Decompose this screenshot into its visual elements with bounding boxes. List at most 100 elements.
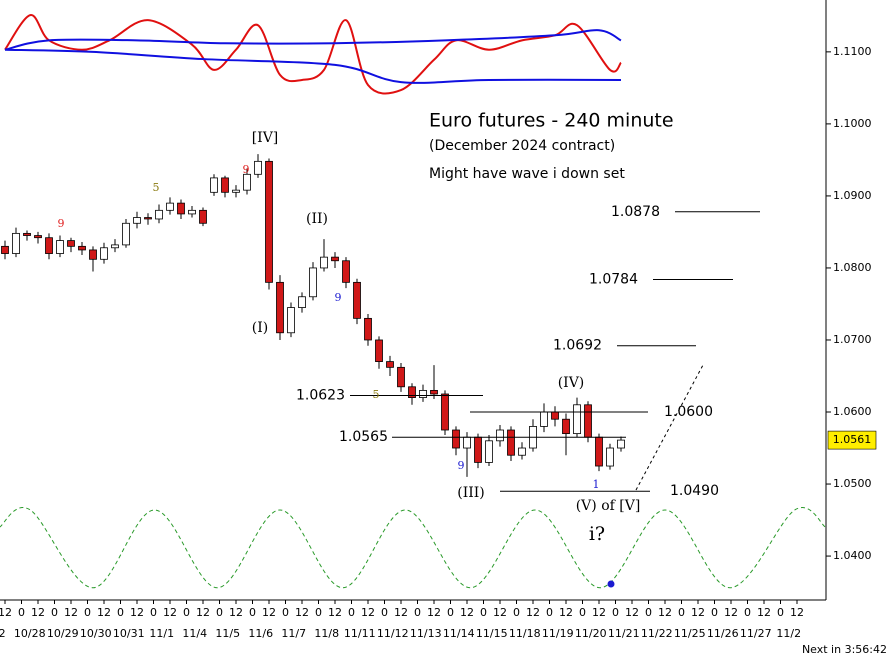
candle-body xyxy=(573,404,581,435)
indicator-line xyxy=(4,29,622,51)
x-hour-label: 12 xyxy=(427,606,441,619)
cycle-marker xyxy=(607,580,615,588)
candle-body xyxy=(452,429,460,449)
x-hour-label: 0 xyxy=(51,606,58,619)
level-label: 1.0600 xyxy=(664,404,713,420)
x-date-label: 11/12 xyxy=(377,627,409,640)
candle-body xyxy=(276,281,284,334)
level-label: 1.0784 xyxy=(589,271,638,287)
candle-body xyxy=(144,217,152,220)
wave-label: (I) xyxy=(252,320,268,336)
x-date-label: 10/31 xyxy=(113,627,145,640)
candle-body xyxy=(166,202,174,211)
wave-label: 5 xyxy=(373,388,380,401)
x-hour-label: 12 xyxy=(262,606,276,619)
x-hour-label: 12 xyxy=(460,606,474,619)
x-date-label: 11/14 xyxy=(443,627,475,640)
wave-label: (V) of [V] xyxy=(576,498,641,514)
x-date-label: 11/26 xyxy=(707,627,739,640)
candle-body xyxy=(199,209,207,224)
candle-body xyxy=(342,260,350,283)
candle-body xyxy=(89,249,97,260)
x-hour-label: 12 xyxy=(526,606,540,619)
x-date-label: 0/2 xyxy=(0,627,6,640)
candle-body xyxy=(287,307,295,334)
x-date-label: 11/2 xyxy=(776,627,801,640)
candle-body xyxy=(78,245,86,251)
candle-body xyxy=(562,418,570,435)
x-hour-label: 12 xyxy=(658,606,672,619)
candle-body xyxy=(188,209,196,215)
x-date-label: 11/21 xyxy=(608,627,640,640)
candle-body xyxy=(177,202,185,215)
x-date-label: 11/27 xyxy=(740,627,772,640)
x-hour-label: 0 xyxy=(744,606,751,619)
indicator-line xyxy=(4,48,622,84)
level-label: 1.0565 xyxy=(339,429,388,445)
wave-label: 9 xyxy=(243,163,250,176)
x-hour-label: 0 xyxy=(711,606,718,619)
wave-label: (III) xyxy=(457,485,485,501)
x-hour-label: 0 xyxy=(216,606,223,619)
wave-label: i? xyxy=(589,523,605,545)
x-date-label: 11/8 xyxy=(314,627,339,640)
x-date-label: 11/19 xyxy=(542,627,574,640)
candle-body xyxy=(551,411,559,420)
candle-body xyxy=(133,217,141,224)
x-date-label: 11/25 xyxy=(674,627,706,640)
x-hour-label: 0 xyxy=(513,606,520,619)
candle-body xyxy=(540,411,548,427)
y-tick-label: 1.0900 xyxy=(833,189,872,202)
x-hour-label: 12 xyxy=(625,606,639,619)
level-label: 1.0692 xyxy=(553,338,602,354)
x-hour-label: 0 xyxy=(447,606,454,619)
x-date-label: 11/18 xyxy=(509,627,541,640)
candle-body xyxy=(111,244,119,249)
wave-label: [IV] xyxy=(252,130,279,146)
candle-body xyxy=(298,296,306,308)
x-date-label: 10/28 xyxy=(14,627,46,640)
wave-label: (IV) xyxy=(558,375,585,391)
projection-line xyxy=(635,364,704,491)
x-date-label: 11/15 xyxy=(476,627,508,640)
cycle-line xyxy=(0,507,826,589)
y-tick-label: 1.1100 xyxy=(833,45,872,58)
x-date-label: 11/5 xyxy=(215,627,240,640)
x-hour-label: 12 xyxy=(0,606,12,619)
x-hour-label: 0 xyxy=(150,606,157,619)
candle-body xyxy=(100,247,108,260)
candle-body xyxy=(122,222,130,246)
x-hour-label: 12 xyxy=(229,606,243,619)
x-hour-label: 0 xyxy=(117,606,124,619)
x-hour-label: 12 xyxy=(691,606,705,619)
wave-label: (II) xyxy=(306,211,328,227)
candle-body xyxy=(584,404,592,438)
candle-body xyxy=(386,361,394,368)
candle-body xyxy=(34,235,42,239)
x-date-label: 11/11 xyxy=(344,627,376,640)
candle-body xyxy=(430,389,438,395)
x-date-label: 11/20 xyxy=(575,627,607,640)
x-hour-label: 12 xyxy=(493,606,507,619)
y-tick-label: 1.1000 xyxy=(833,117,872,130)
x-hour-label: 12 xyxy=(64,606,78,619)
candle-body xyxy=(364,317,372,341)
x-hour-label: 12 xyxy=(790,606,804,619)
y-tick-label: 1.0800 xyxy=(833,261,872,274)
x-hour-label: 12 xyxy=(757,606,771,619)
x-hour-label: 0 xyxy=(18,606,25,619)
level-label: 1.0623 xyxy=(296,387,345,403)
candle-body xyxy=(441,393,449,431)
candle-body xyxy=(265,160,273,283)
wave-label: 9 xyxy=(458,459,465,472)
chart-note: Might have wave i down set xyxy=(429,166,625,182)
x-hour-label: 0 xyxy=(612,606,619,619)
x-hour-label: 0 xyxy=(546,606,553,619)
x-hour-label: 0 xyxy=(282,606,289,619)
candle-body xyxy=(1,245,9,254)
candle-body xyxy=(67,240,75,247)
y-tick-label: 1.0600 xyxy=(833,405,872,418)
x-date-label: 10/30 xyxy=(80,627,112,640)
candle-body xyxy=(210,177,218,193)
candle-body xyxy=(408,386,416,398)
